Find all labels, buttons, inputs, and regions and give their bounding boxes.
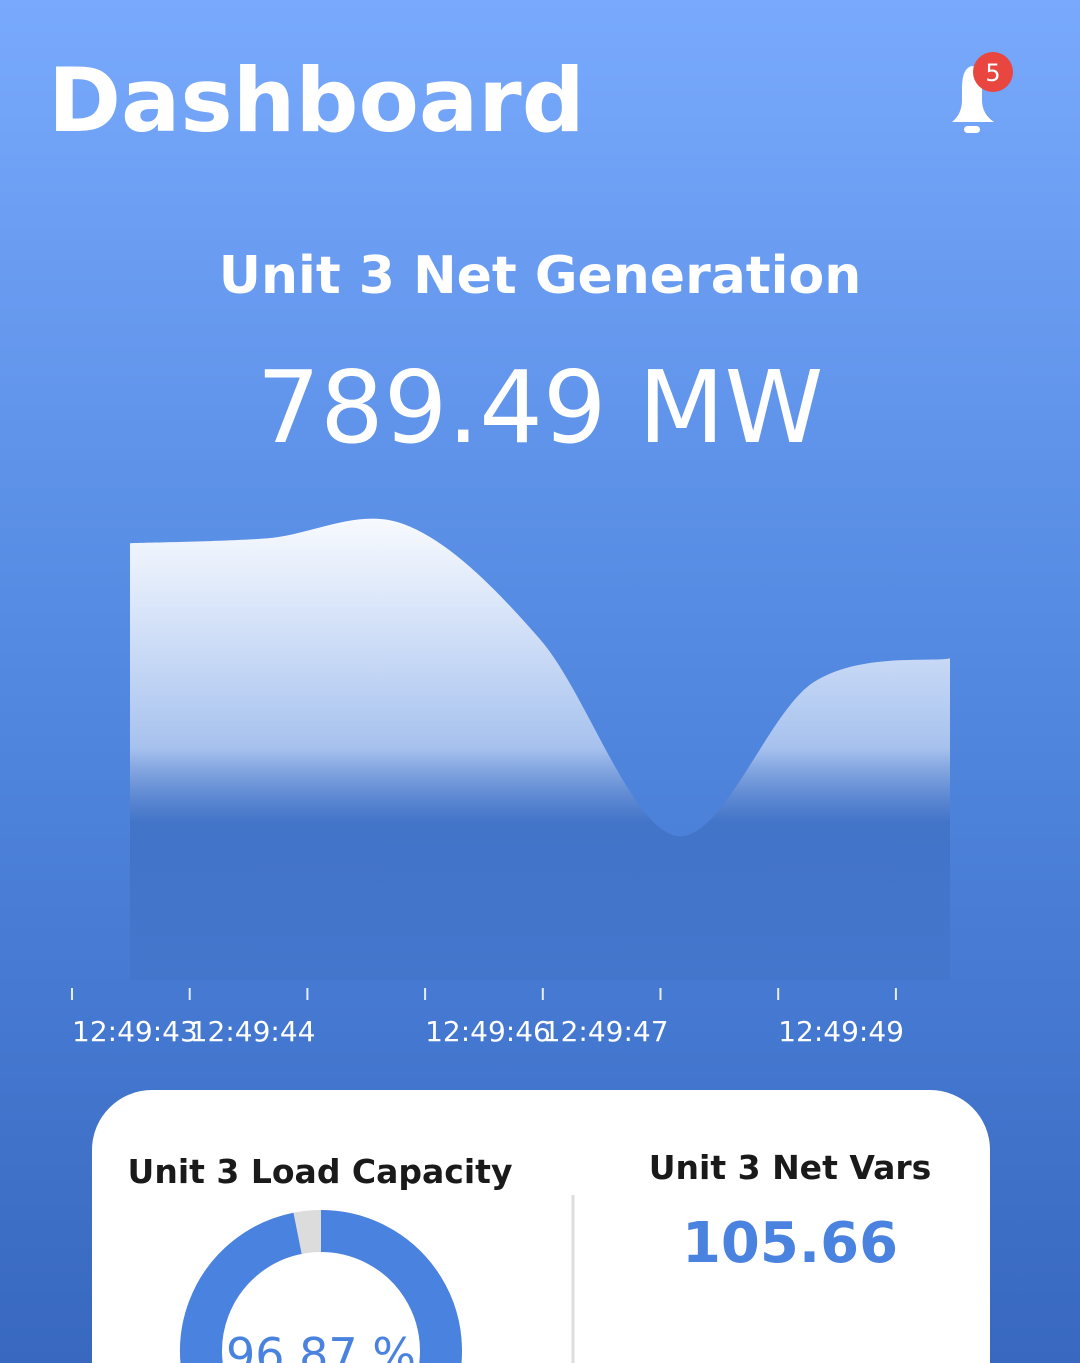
- badge-count: 5: [985, 59, 1000, 87]
- x-tick-label: 12:49:43: [72, 1015, 198, 1048]
- bell-clapper: [964, 126, 980, 133]
- vars-value: 105.66: [682, 1211, 898, 1276]
- x-tick-label: 12:49:49: [778, 1015, 904, 1048]
- notification-bell[interactable]: 5: [952, 52, 1013, 133]
- badge: [973, 52, 1013, 92]
- x-tick-label: 12:49:46: [425, 1015, 551, 1048]
- x-tick-label: 12:49:47: [543, 1015, 669, 1048]
- gauge-title: Unit 3 Load Capacity: [128, 1152, 513, 1191]
- stats-card: [92, 1090, 990, 1363]
- gauge-value: 96.87 %: [226, 1328, 416, 1363]
- vars-label: Unit 3 Net Vars: [649, 1148, 932, 1187]
- gauge-arc: [180, 1210, 462, 1363]
- area: [130, 518, 950, 980]
- x-tick-label: 12:49:44: [190, 1015, 316, 1048]
- hero-value: 789.49 MW: [257, 349, 824, 466]
- hero-label: Unit 3 Net Generation: [219, 246, 861, 306]
- bell-icon[interactable]: [952, 66, 994, 122]
- page-title: Dashboard: [48, 49, 585, 152]
